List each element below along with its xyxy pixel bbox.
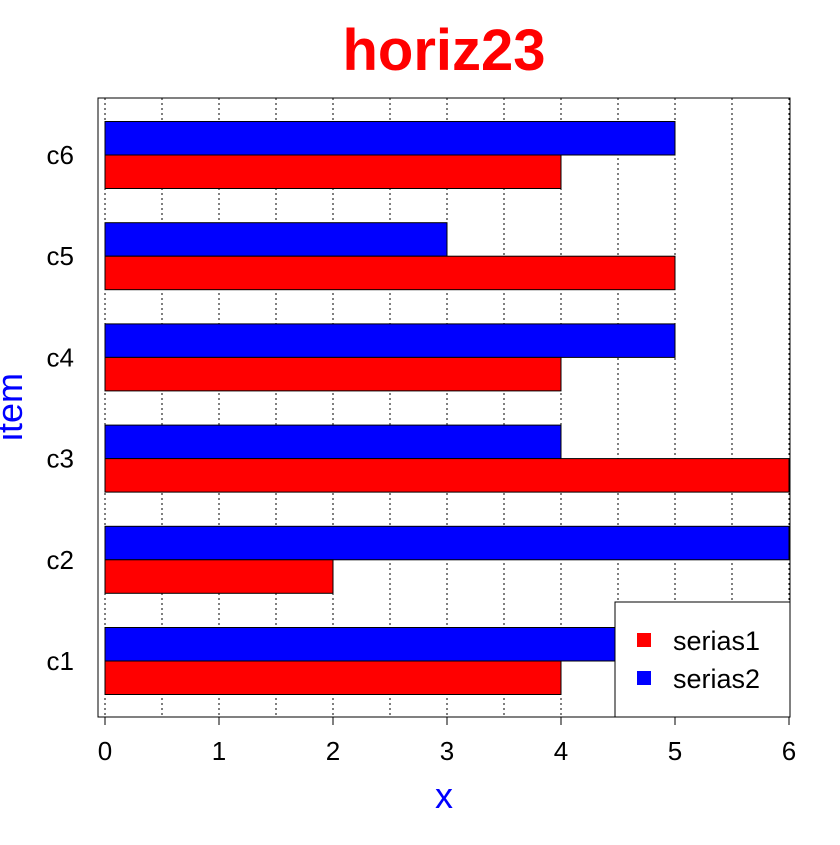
x-tick-label: 2 bbox=[326, 736, 340, 766]
x-tick-label: 1 bbox=[212, 736, 226, 766]
y-tick-label: c6 bbox=[47, 140, 74, 170]
x-axis-label: x bbox=[435, 775, 453, 816]
bar-serias1-c4 bbox=[104, 356, 562, 392]
x-tick-label: 5 bbox=[668, 736, 682, 766]
bars bbox=[104, 121, 790, 695]
y-tick-label: c1 bbox=[47, 646, 74, 676]
bar-serias2-c1 bbox=[104, 627, 676, 662]
x-tick-label: 4 bbox=[554, 736, 568, 766]
bar-serias2-c4 bbox=[104, 323, 676, 358]
x-tick-label: 3 bbox=[440, 736, 454, 766]
bar-serias1-c5 bbox=[104, 255, 676, 291]
x-tick-label: 6 bbox=[782, 736, 796, 766]
legend-swatch-serias2 bbox=[637, 671, 651, 685]
y-tick-label: c3 bbox=[47, 444, 74, 474]
legend-box bbox=[614, 601, 791, 718]
y-axis-label: item bbox=[0, 373, 30, 441]
bar-serias2-c3 bbox=[104, 424, 562, 460]
y-tick-labels: c1 c2 c3 c4 c5 c6 bbox=[47, 140, 74, 676]
y-tick-label: c2 bbox=[47, 545, 74, 575]
bar-serias1-c1 bbox=[104, 660, 562, 695]
bar-serias1-c3 bbox=[104, 458, 790, 493]
legend-label-serias1: serias1 bbox=[673, 626, 760, 656]
y-tick-label: c4 bbox=[47, 342, 74, 372]
bar-serias2-c5 bbox=[104, 222, 448, 257]
bar-serias2-c2 bbox=[104, 525, 790, 561]
x-tick-label: 0 bbox=[98, 736, 112, 766]
legend-swatch-serias1 bbox=[637, 633, 651, 647]
x-axis: 0 1 2 3 4 5 6 bbox=[98, 716, 796, 766]
bar-serias1-c6 bbox=[104, 154, 562, 189]
legend-label-serias2: serias2 bbox=[673, 664, 760, 694]
legend: serias1 serias2 bbox=[614, 601, 791, 718]
bar-serias1-c2 bbox=[104, 559, 334, 594]
y-tick-label: c5 bbox=[47, 241, 74, 271]
bar-serias2-c6 bbox=[104, 121, 676, 156]
chart-title: horiz23 bbox=[342, 18, 545, 83]
